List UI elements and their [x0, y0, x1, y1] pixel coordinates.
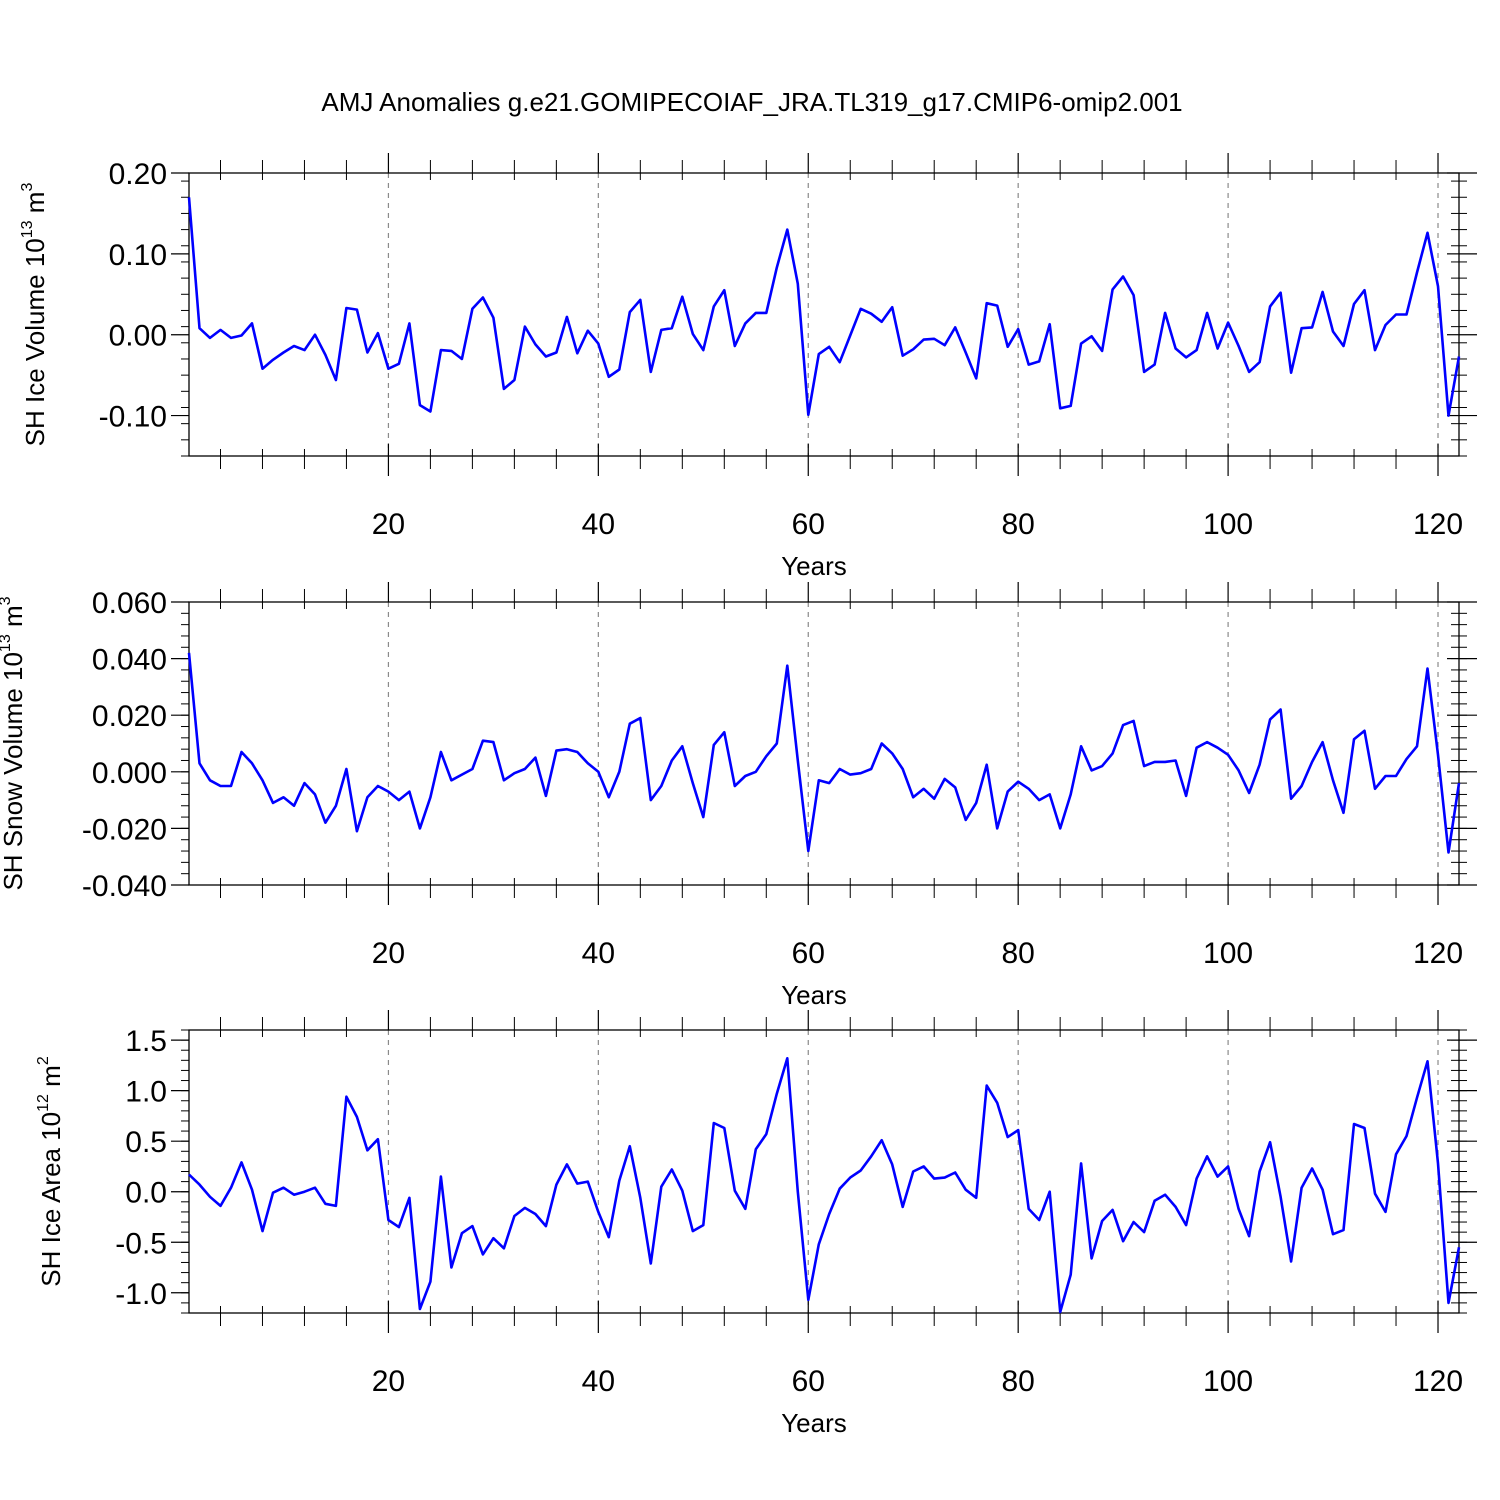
y-tick-label: 0.0 — [125, 1177, 167, 1210]
y-axis-label: SH Ice Area 1012 m2 — [35, 1056, 66, 1287]
y-tick-label: -1.0 — [115, 1278, 167, 1311]
x-tick-label: 80 — [1001, 508, 1034, 541]
y-tick-label: 0.020 — [92, 700, 167, 733]
x-tick-label: 40 — [582, 937, 615, 970]
chart-panel: 20 40 60 80 100 120 -1.0 -0.5 0.0 0.5 1.0 1.5 Years S… — [35, 1010, 1477, 1438]
x-tick-label: 60 — [792, 937, 825, 970]
x-tick-label: 60 — [792, 508, 825, 541]
y-tick-label: 0.00 — [109, 320, 167, 353]
x-axis-label: Years — [781, 1408, 847, 1438]
x-tick-label: 40 — [582, 508, 615, 541]
y-tick-label: 0.5 — [125, 1126, 167, 1159]
plot-frame — [188, 601, 1460, 886]
x-tick-label: 120 — [1413, 508, 1463, 541]
x-tick-label: 100 — [1203, 508, 1253, 541]
panels: 20 40 60 80 100 120 -0.10 0.00 0.10 0.20 Years SH I… — [0, 153, 1477, 1438]
x-tick-label: 60 — [792, 1365, 825, 1398]
y-tick-label: 1.5 — [125, 1025, 167, 1058]
y-tick-label: 0.20 — [109, 158, 167, 191]
x-tick-label: 120 — [1413, 1365, 1463, 1398]
y-axis-label: SH Ice Volume 1013 m3 — [19, 183, 50, 447]
x-tick-label: 20 — [372, 508, 405, 541]
x-tick-label: 100 — [1203, 937, 1253, 970]
x-tick-label: 20 — [372, 937, 405, 970]
y-tick-label: 1.0 — [125, 1076, 167, 1109]
x-tick-label: 20 — [372, 1365, 405, 1398]
y-tick-label: -0.5 — [115, 1227, 167, 1260]
x-tick-label: 40 — [582, 1365, 615, 1398]
series-line — [187, 197, 1461, 417]
x-tick-label: 80 — [1001, 937, 1034, 970]
x-tick-label: 80 — [1001, 1365, 1034, 1398]
y-tick-label: 0.10 — [109, 239, 167, 272]
x-axis-label: Years — [781, 551, 847, 581]
x-tick-label: 100 — [1203, 1365, 1253, 1398]
x-tick-label: 120 — [1413, 937, 1463, 970]
y-tick-label: 0.060 — [92, 587, 167, 620]
y-tick-label: -0.040 — [82, 870, 167, 903]
chart-panel: 20 40 60 80 100 120 -0.040 -0.020 0.000 0.020 0.04… — [0, 582, 1477, 1010]
plot-frame — [188, 172, 1460, 457]
y-axis-label: SH Snow Volume 1013 m3 — [0, 596, 28, 890]
series-line — [187, 652, 1461, 854]
plot-frame — [188, 1029, 1460, 1314]
series-line — [188, 1057, 1461, 1314]
y-tick-label: 0.040 — [92, 644, 167, 677]
y-tick-label: 0.000 — [92, 757, 167, 790]
chart-panel: 20 40 60 80 100 120 -0.10 0.00 0.10 0.20 Years SH I… — [19, 153, 1477, 581]
figure-title: AMJ Anomalies g.e21.GOMIPECOIAF_JRA.TL31… — [321, 87, 1182, 117]
y-tick-label: -0.020 — [82, 813, 167, 846]
y-tick-label: -0.10 — [99, 401, 167, 434]
x-axis-label: Years — [781, 980, 847, 1010]
